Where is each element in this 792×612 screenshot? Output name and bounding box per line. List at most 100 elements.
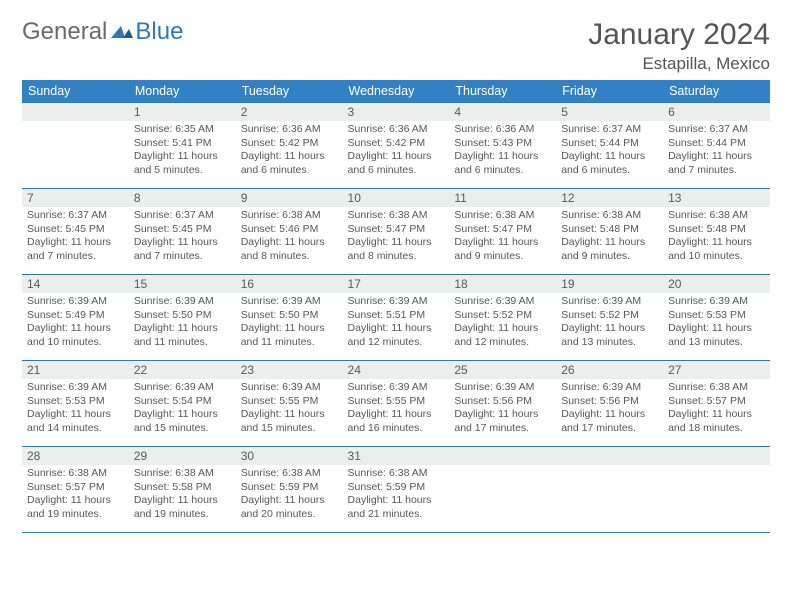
day-number: 14 bbox=[22, 275, 129, 293]
calendar-table: SundayMondayTuesdayWednesdayThursdayFrid… bbox=[22, 80, 770, 533]
day-details: Sunrise: 6:38 AMSunset: 5:57 PMDaylight:… bbox=[663, 379, 770, 440]
day-details: Sunrise: 6:38 AMSunset: 5:48 PMDaylight:… bbox=[556, 207, 663, 268]
day-details: Sunrise: 6:38 AMSunset: 5:59 PMDaylight:… bbox=[343, 465, 450, 526]
day-number: 8 bbox=[129, 189, 236, 207]
day-number: 3 bbox=[343, 103, 450, 121]
day-details: Sunrise: 6:38 AMSunset: 5:58 PMDaylight:… bbox=[129, 465, 236, 526]
calendar-cell: 23Sunrise: 6:39 AMSunset: 5:55 PMDayligh… bbox=[236, 361, 343, 447]
day-details: Sunrise: 6:39 AMSunset: 5:50 PMDaylight:… bbox=[236, 293, 343, 354]
day-number: 2 bbox=[236, 103, 343, 121]
calendar-cell: 31Sunrise: 6:38 AMSunset: 5:59 PMDayligh… bbox=[343, 447, 450, 533]
calendar-cell: 2Sunrise: 6:36 AMSunset: 5:42 PMDaylight… bbox=[236, 103, 343, 189]
day-number: 19 bbox=[556, 275, 663, 293]
day-details: Sunrise: 6:39 AMSunset: 5:55 PMDaylight:… bbox=[343, 379, 450, 440]
day-number: 28 bbox=[22, 447, 129, 465]
day-details: Sunrise: 6:35 AMSunset: 5:41 PMDaylight:… bbox=[129, 121, 236, 182]
day-number: 21 bbox=[22, 361, 129, 379]
calendar-cell: 15Sunrise: 6:39 AMSunset: 5:50 PMDayligh… bbox=[129, 275, 236, 361]
day-details: Sunrise: 6:36 AMSunset: 5:43 PMDaylight:… bbox=[449, 121, 556, 182]
calendar-cell: 14Sunrise: 6:39 AMSunset: 5:49 PMDayligh… bbox=[22, 275, 129, 361]
calendar-body: 1Sunrise: 6:35 AMSunset: 5:41 PMDaylight… bbox=[22, 103, 770, 534]
day-details: Sunrise: 6:36 AMSunset: 5:42 PMDaylight:… bbox=[343, 121, 450, 182]
day-details: Sunrise: 6:38 AMSunset: 5:57 PMDaylight:… bbox=[22, 465, 129, 526]
calendar-cell bbox=[22, 103, 129, 189]
calendar-cell: 21Sunrise: 6:39 AMSunset: 5:53 PMDayligh… bbox=[22, 361, 129, 447]
day-details: Sunrise: 6:38 AMSunset: 5:59 PMDaylight:… bbox=[236, 465, 343, 526]
day-number: 16 bbox=[236, 275, 343, 293]
day-number: 29 bbox=[129, 447, 236, 465]
logo-text-blue: Blue bbox=[135, 18, 183, 46]
day-number: 18 bbox=[449, 275, 556, 293]
calendar-cell bbox=[556, 447, 663, 533]
day-number: 11 bbox=[449, 189, 556, 207]
calendar-cell: 29Sunrise: 6:38 AMSunset: 5:58 PMDayligh… bbox=[129, 447, 236, 533]
calendar-cell: 4Sunrise: 6:36 AMSunset: 5:43 PMDaylight… bbox=[449, 103, 556, 189]
calendar-week: 1Sunrise: 6:35 AMSunset: 5:41 PMDaylight… bbox=[22, 103, 770, 189]
title-block: January 2024 Estapilla, Mexico bbox=[588, 18, 770, 74]
day-number: 9 bbox=[236, 189, 343, 207]
calendar-cell bbox=[449, 447, 556, 533]
empty-day bbox=[556, 447, 663, 465]
calendar-cell: 27Sunrise: 6:38 AMSunset: 5:57 PMDayligh… bbox=[663, 361, 770, 447]
day-details: Sunrise: 6:37 AMSunset: 5:44 PMDaylight:… bbox=[663, 121, 770, 182]
day-details: Sunrise: 6:39 AMSunset: 5:51 PMDaylight:… bbox=[343, 293, 450, 354]
calendar-cell: 28Sunrise: 6:38 AMSunset: 5:57 PMDayligh… bbox=[22, 447, 129, 533]
day-header: Sunday bbox=[22, 80, 129, 103]
day-number: 22 bbox=[129, 361, 236, 379]
calendar-week: 28Sunrise: 6:38 AMSunset: 5:57 PMDayligh… bbox=[22, 447, 770, 533]
calendar-cell: 16Sunrise: 6:39 AMSunset: 5:50 PMDayligh… bbox=[236, 275, 343, 361]
calendar-cell: 8Sunrise: 6:37 AMSunset: 5:45 PMDaylight… bbox=[129, 189, 236, 275]
day-header: Friday bbox=[556, 80, 663, 103]
day-number: 6 bbox=[663, 103, 770, 121]
calendar-cell: 20Sunrise: 6:39 AMSunset: 5:53 PMDayligh… bbox=[663, 275, 770, 361]
day-number: 20 bbox=[663, 275, 770, 293]
day-details: Sunrise: 6:37 AMSunset: 5:44 PMDaylight:… bbox=[556, 121, 663, 182]
day-number: 31 bbox=[343, 447, 450, 465]
day-details: Sunrise: 6:39 AMSunset: 5:56 PMDaylight:… bbox=[449, 379, 556, 440]
day-header: Thursday bbox=[449, 80, 556, 103]
day-number: 17 bbox=[343, 275, 450, 293]
calendar-cell: 7Sunrise: 6:37 AMSunset: 5:45 PMDaylight… bbox=[22, 189, 129, 275]
day-details: Sunrise: 6:38 AMSunset: 5:48 PMDaylight:… bbox=[663, 207, 770, 268]
day-number: 10 bbox=[343, 189, 450, 207]
closing-rule bbox=[22, 533, 770, 534]
calendar-cell: 25Sunrise: 6:39 AMSunset: 5:56 PMDayligh… bbox=[449, 361, 556, 447]
day-details: Sunrise: 6:39 AMSunset: 5:52 PMDaylight:… bbox=[449, 293, 556, 354]
calendar-cell: 18Sunrise: 6:39 AMSunset: 5:52 PMDayligh… bbox=[449, 275, 556, 361]
calendar-week: 7Sunrise: 6:37 AMSunset: 5:45 PMDaylight… bbox=[22, 189, 770, 275]
day-number: 12 bbox=[556, 189, 663, 207]
day-details: Sunrise: 6:38 AMSunset: 5:46 PMDaylight:… bbox=[236, 207, 343, 268]
day-details: Sunrise: 6:38 AMSunset: 5:47 PMDaylight:… bbox=[449, 207, 556, 268]
calendar-cell: 17Sunrise: 6:39 AMSunset: 5:51 PMDayligh… bbox=[343, 275, 450, 361]
day-number: 27 bbox=[663, 361, 770, 379]
day-details: Sunrise: 6:39 AMSunset: 5:49 PMDaylight:… bbox=[22, 293, 129, 354]
day-number: 23 bbox=[236, 361, 343, 379]
day-details: Sunrise: 6:39 AMSunset: 5:52 PMDaylight:… bbox=[556, 293, 663, 354]
day-number: 1 bbox=[129, 103, 236, 121]
day-number: 5 bbox=[556, 103, 663, 121]
calendar-week: 21Sunrise: 6:39 AMSunset: 5:53 PMDayligh… bbox=[22, 361, 770, 447]
header: General Blue January 2024 Estapilla, Mex… bbox=[22, 18, 770, 74]
calendar-cell: 13Sunrise: 6:38 AMSunset: 5:48 PMDayligh… bbox=[663, 189, 770, 275]
day-number: 25 bbox=[449, 361, 556, 379]
empty-day bbox=[449, 447, 556, 465]
logo: General Blue bbox=[22, 18, 183, 46]
day-header: Wednesday bbox=[343, 80, 450, 103]
day-details: Sunrise: 6:38 AMSunset: 5:47 PMDaylight:… bbox=[343, 207, 450, 268]
calendar-cell: 9Sunrise: 6:38 AMSunset: 5:46 PMDaylight… bbox=[236, 189, 343, 275]
calendar-cell: 19Sunrise: 6:39 AMSunset: 5:52 PMDayligh… bbox=[556, 275, 663, 361]
day-number: 24 bbox=[343, 361, 450, 379]
calendar-cell: 11Sunrise: 6:38 AMSunset: 5:47 PMDayligh… bbox=[449, 189, 556, 275]
day-header: Saturday bbox=[663, 80, 770, 103]
calendar-cell bbox=[663, 447, 770, 533]
day-details: Sunrise: 6:39 AMSunset: 5:55 PMDaylight:… bbox=[236, 379, 343, 440]
empty-day bbox=[22, 103, 129, 121]
calendar-head: SundayMondayTuesdayWednesdayThursdayFrid… bbox=[22, 80, 770, 103]
calendar-cell: 10Sunrise: 6:38 AMSunset: 5:47 PMDayligh… bbox=[343, 189, 450, 275]
day-details: Sunrise: 6:37 AMSunset: 5:45 PMDaylight:… bbox=[129, 207, 236, 268]
day-number: 4 bbox=[449, 103, 556, 121]
day-header: Tuesday bbox=[236, 80, 343, 103]
day-number: 30 bbox=[236, 447, 343, 465]
day-header: Monday bbox=[129, 80, 236, 103]
day-details: Sunrise: 6:39 AMSunset: 5:54 PMDaylight:… bbox=[129, 379, 236, 440]
